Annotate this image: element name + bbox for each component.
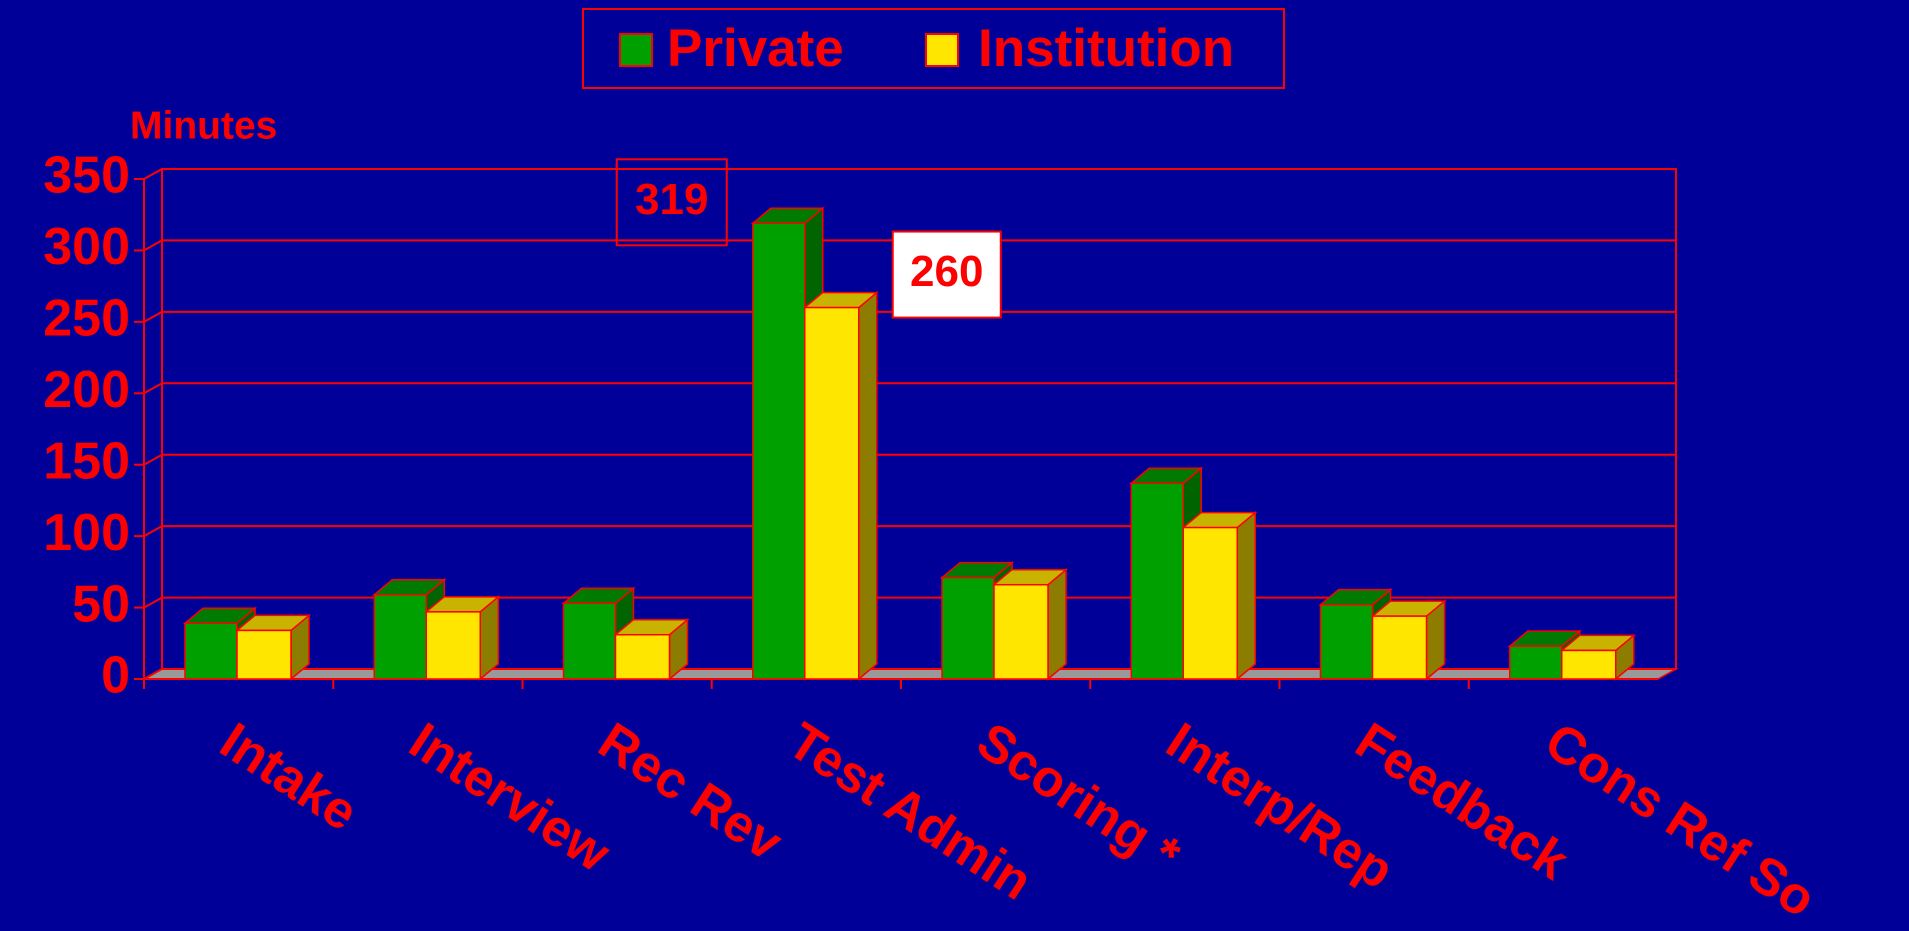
legend-swatch [619, 33, 653, 67]
grid-line-side [143, 453, 163, 466]
y-tick-label: 100 [43, 504, 130, 562]
bar-side [1047, 568, 1067, 681]
bar [804, 306, 860, 680]
data-label: 319 [635, 175, 708, 224]
bar [425, 611, 481, 680]
bar [1182, 526, 1238, 680]
y-tick-label: 0 [101, 647, 130, 705]
y-tick-label: 350 [43, 147, 130, 205]
bar-side [1236, 510, 1256, 681]
y-tick-label: 150 [43, 432, 130, 490]
bar [373, 593, 427, 680]
grid-line-side [143, 310, 163, 323]
grid-line-side [143, 525, 163, 538]
legend-swatch [925, 33, 959, 67]
grid-line-side [143, 668, 163, 680]
bar [993, 583, 1049, 680]
y-tick-label: 250 [43, 290, 130, 348]
data-label-box [615, 158, 728, 247]
bar [1319, 603, 1374, 680]
y-tick-label: 300 [43, 218, 130, 276]
legend-box [582, 8, 1285, 89]
bar [614, 633, 671, 680]
legend-label: Institution [978, 19, 1234, 78]
grid-line-side [143, 596, 163, 609]
bar [752, 222, 806, 680]
legend-label: Private [667, 19, 844, 78]
grid-line-side [143, 239, 163, 252]
bar-side [858, 290, 878, 681]
y-tick-label: 50 [72, 575, 130, 633]
bar [1509, 645, 1563, 680]
bar [562, 602, 617, 680]
data-label-box [891, 230, 1002, 319]
bar [1561, 649, 1617, 680]
y-axis-label: Minutes [130, 104, 277, 147]
bar [184, 622, 238, 680]
bar [1130, 482, 1184, 680]
grid-line-side [143, 382, 163, 395]
bar [236, 629, 292, 680]
bar [941, 576, 995, 680]
data-label: 260 [910, 247, 983, 296]
grid-line-side [143, 168, 163, 180]
bar [1371, 615, 1428, 680]
y-tick-label: 200 [43, 361, 130, 419]
